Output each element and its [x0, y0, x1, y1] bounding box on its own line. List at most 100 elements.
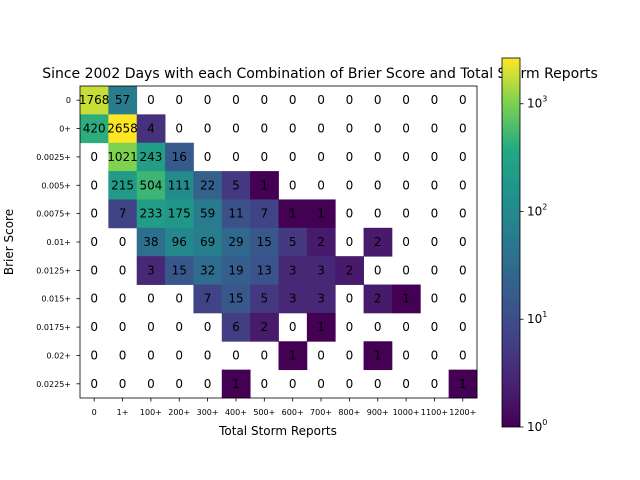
cell-value-label: 0 — [90, 207, 98, 221]
heatmap-cell — [108, 114, 138, 144]
x-tick-label: 900+ — [367, 408, 389, 417]
x-tick-label: 0 — [92, 408, 97, 417]
heatmap-cell — [306, 256, 336, 285]
cell-value-label: 69 — [200, 235, 215, 249]
cell-value-label: 16 — [172, 150, 187, 164]
cell-value-label: 0 — [346, 178, 354, 192]
cell-value-label: 0 — [317, 150, 325, 164]
cell-value-label: 0 — [346, 150, 354, 164]
heatmap-cell — [136, 199, 166, 229]
cell-value-label: 0 — [90, 292, 98, 306]
heatmap-cell — [306, 199, 336, 229]
heatmap-cell — [193, 199, 223, 229]
cell-value-label: 0 — [289, 178, 297, 192]
heatmap-cell — [108, 142, 138, 172]
cell-value-label: 19 — [228, 263, 243, 277]
y-tick-label: 0+ — [59, 125, 71, 134]
cell-value-label: 7 — [204, 292, 212, 306]
cell-value-label: 96 — [172, 235, 187, 249]
heatmap-cell — [221, 199, 251, 229]
heatmap-cell — [278, 341, 308, 371]
cell-value-label: 0 — [289, 93, 297, 107]
cell-value-label: 0 — [317, 178, 325, 192]
x-tick-label: 500+ — [253, 408, 275, 417]
heatmap-cell — [221, 369, 251, 399]
y-tick-label: 0.0125+ — [36, 266, 71, 275]
cell-value-label: 0 — [431, 320, 439, 334]
heatmap-cell — [391, 284, 421, 314]
cell-value-label: 0 — [402, 235, 410, 249]
cell-value-label: 0 — [374, 263, 382, 277]
cell-value-label: 0 — [374, 320, 382, 334]
cell-value-label: 0 — [346, 377, 354, 391]
cell-value-label: 0 — [431, 348, 439, 362]
x-tick-label: 1+ — [117, 408, 129, 417]
heatmap-cell — [108, 86, 138, 115]
cell-value-label: 0 — [289, 122, 297, 136]
heatmap-cell — [221, 312, 251, 342]
cell-value-label: 3 — [317, 292, 325, 306]
cell-value-label: 7 — [119, 207, 127, 221]
cell-value-label: 504 — [139, 178, 162, 192]
heatmap-cell — [193, 227, 223, 257]
cell-value-label: 215 — [111, 178, 134, 192]
cell-value-label: 1021 — [107, 150, 138, 164]
cell-value-label: 0 — [119, 320, 127, 334]
cell-value-label: 0 — [261, 377, 269, 391]
cell-value-label: 0 — [289, 320, 297, 334]
cell-value-label: 0 — [431, 150, 439, 164]
cell-value-label: 0 — [175, 93, 183, 107]
y-tick-label: 0.0075+ — [36, 210, 71, 219]
cell-value-label: 0 — [431, 122, 439, 136]
cell-value-label: 0 — [204, 93, 212, 107]
cell-value-label: 0 — [374, 178, 382, 192]
cell-value-label: 0 — [402, 263, 410, 277]
heatmap-cell — [193, 284, 223, 314]
heatmap-cell — [108, 199, 138, 229]
cell-value-label: 0 — [346, 207, 354, 221]
cell-value-label: 0 — [204, 150, 212, 164]
y-tick-label: 0.0225+ — [36, 380, 71, 389]
cell-value-label: 0 — [90, 377, 98, 391]
x-axis: 0 1+ 100+ 200+ 300+ 400+ 500+ 600+ 700+ 800+ 900+ 1… — [92, 398, 476, 417]
y-tick-label: 0.0025+ — [36, 153, 71, 162]
cell-value-label: 0 — [289, 377, 297, 391]
heatmap-cell — [250, 199, 279, 229]
cell-value-label: 0 — [317, 348, 325, 362]
heatmap-cell — [306, 284, 336, 314]
cell-value-label: 243 — [139, 150, 162, 164]
heatmap-cell — [448, 369, 478, 399]
cell-value-label: 1 — [289, 348, 297, 362]
cell-value-label: 1 — [317, 207, 325, 221]
heatmap-cell — [165, 227, 194, 257]
x-tick-label: 100+ — [140, 408, 162, 417]
cell-value-label: 0 — [232, 348, 240, 362]
cell-value-label: 233 — [139, 207, 162, 221]
cell-value-label: 7 — [261, 207, 269, 221]
cell-value-label: 38 — [143, 235, 158, 249]
cell-value-label: 0 — [119, 377, 127, 391]
cell-value-label: 175 — [168, 207, 191, 221]
cell-value-label: 1 — [374, 348, 382, 362]
cell-value-label: 5 — [232, 178, 240, 192]
heatmap-cell — [221, 256, 251, 285]
heatmap-cell — [363, 227, 393, 257]
x-tick-label: 200+ — [168, 408, 190, 417]
heatmap-cell — [80, 114, 109, 144]
cell-value-label: 0 — [402, 93, 410, 107]
cell-value-label: 0 — [175, 377, 183, 391]
cell-value-label: 0 — [261, 348, 269, 362]
cell-value-label: 0 — [119, 263, 127, 277]
heatmap-cell — [278, 227, 308, 257]
cell-value-label: 5 — [261, 292, 269, 306]
heatmap-cell — [165, 142, 194, 172]
heatmap-cell — [221, 227, 251, 257]
heatmap-cell — [108, 171, 138, 200]
x-axis-label: Total Storm Reports — [218, 424, 337, 438]
cell-value-label: 22 — [200, 178, 215, 192]
heatmap-cell — [363, 284, 393, 314]
x-tick-label: 700+ — [310, 408, 332, 417]
cell-value-label: 4 — [147, 122, 155, 136]
cell-value-label: 0 — [90, 348, 98, 362]
